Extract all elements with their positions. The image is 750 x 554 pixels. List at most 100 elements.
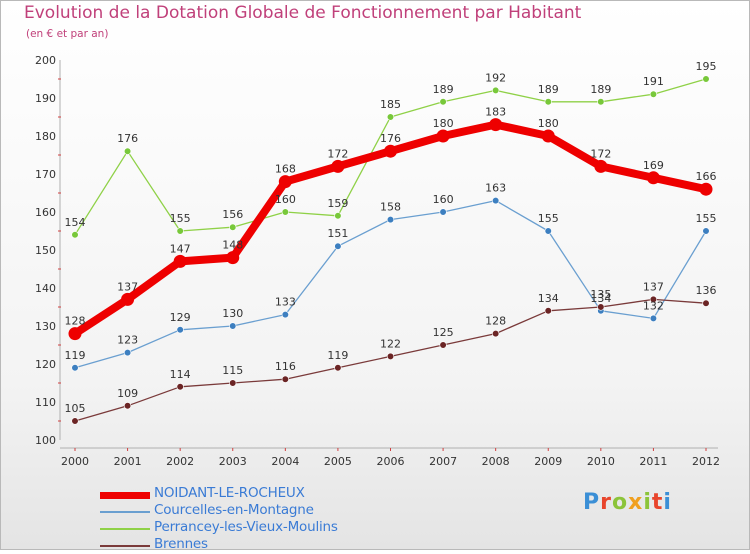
data-point [334, 364, 342, 372]
data-point [278, 175, 292, 189]
legend-label: NOIDANT-LE-ROCHEUX [154, 485, 305, 501]
legend-swatch [100, 491, 150, 499]
data-label: 195 [696, 60, 717, 73]
x-tick-label: 2011 [639, 455, 667, 468]
data-point [702, 75, 710, 83]
x-tick-label: 2000 [61, 455, 89, 468]
data-label: 176 [117, 132, 138, 145]
data-point [71, 364, 79, 372]
data-label: 192 [485, 71, 506, 84]
data-point [281, 208, 289, 216]
data-label: 114 [170, 368, 191, 381]
data-label: 189 [433, 83, 454, 96]
data-label: 136 [696, 284, 717, 297]
data-point [229, 322, 237, 330]
data-point [281, 375, 289, 383]
series-layer [68, 75, 713, 425]
data-point [71, 417, 79, 425]
data-point [229, 223, 237, 231]
data-label: 137 [643, 280, 664, 293]
data-point [649, 314, 658, 323]
data-label: 176 [380, 132, 401, 145]
legend-label: Perrancey-les-Vieux-Moulins [154, 519, 338, 535]
data-point [649, 295, 658, 304]
axes: 100 110 120 130 140 150 160 170 180 190 200 2000 200… [35, 54, 720, 468]
data-label: 156 [222, 208, 243, 221]
data-label: 158 [380, 201, 401, 214]
data-label: 134 [538, 292, 559, 305]
data-point [649, 90, 658, 98]
data-label: 122 [380, 337, 401, 350]
data-label: 134 [590, 292, 611, 305]
data-point [226, 251, 240, 265]
chart-title: Evolution de la Dotation Globale de Fonc… [24, 3, 582, 23]
data-point [386, 216, 395, 224]
data-label: 128 [485, 315, 506, 328]
data-point [176, 326, 184, 334]
y-tick-label: 100 [35, 434, 56, 447]
data-label: 119 [65, 349, 86, 362]
data-label: 160 [433, 193, 454, 206]
y-tick-label: 170 [35, 168, 56, 181]
y-tick-label: 200 [35, 54, 56, 67]
data-point [176, 383, 184, 391]
x-tick-label: 2007 [429, 455, 457, 468]
data-point [597, 98, 605, 106]
x-tick-label: 2008 [482, 455, 510, 468]
data-label: 125 [433, 326, 454, 339]
data-point [121, 292, 135, 306]
data-label: 169 [643, 159, 664, 172]
data-point [544, 227, 552, 235]
data-point [699, 182, 713, 196]
data-label: 154 [65, 216, 86, 229]
data-label: 123 [117, 334, 138, 347]
legend-swatch [100, 511, 150, 513]
y-tick-label: 130 [35, 320, 56, 333]
data-point [439, 208, 447, 216]
logo-letter: i [643, 490, 652, 515]
data-point [492, 86, 500, 94]
data-label: 137 [117, 280, 138, 293]
data-point [702, 299, 710, 307]
proxiti-logo: Proxiti [583, 490, 672, 515]
y-tick-label: 150 [35, 244, 56, 257]
data-label: 166 [696, 170, 717, 183]
data-label: 148 [222, 239, 243, 252]
data-label: 155 [170, 212, 191, 225]
data-point [386, 352, 395, 361]
y-tick-label: 180 [35, 130, 56, 143]
data-point [544, 307, 552, 315]
data-label: 191 [643, 75, 664, 88]
data-point [439, 341, 447, 349]
data-label: 185 [380, 98, 401, 111]
data-label: 130 [222, 307, 243, 320]
data-label: 155 [696, 212, 717, 225]
x-tick-label: 2010 [587, 455, 615, 468]
data-label: 128 [65, 315, 86, 328]
data-label: 163 [485, 182, 506, 195]
data-point [123, 402, 132, 410]
data-label: 168 [275, 163, 296, 176]
data-label: 129 [170, 311, 191, 324]
data-point [646, 171, 660, 185]
data-labels: 154 176 155 156 160 159 185 189 192 189 189 191 195 1… [65, 60, 717, 415]
x-tick-label: 2005 [324, 455, 352, 468]
data-label: 116 [275, 360, 296, 373]
data-point [281, 311, 289, 319]
data-point [489, 118, 503, 132]
data-label: 133 [275, 296, 296, 309]
data-label: 159 [327, 197, 348, 210]
data-point [68, 327, 82, 341]
legend-swatch [100, 545, 150, 547]
data-label: 115 [222, 364, 243, 377]
chart-subtitle: (en € et par an) [26, 28, 109, 40]
x-tick-label: 2001 [114, 455, 142, 468]
data-point [702, 227, 710, 235]
data-label: 135 [590, 288, 611, 301]
data-point [544, 98, 552, 106]
y-tick-label: 120 [35, 358, 56, 371]
data-point [386, 113, 395, 121]
data-label: 119 [327, 349, 348, 362]
